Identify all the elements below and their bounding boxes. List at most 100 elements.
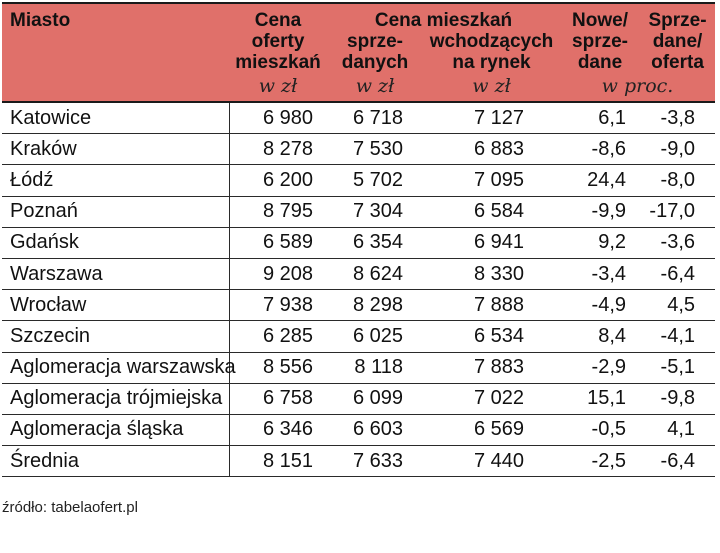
cell-city: Aglomeracja śląska	[2, 414, 230, 447]
cell-sold-offer: -6,4	[640, 258, 716, 291]
header-newsold-line3: dane	[577, 52, 623, 73]
cell-city: Gdańsk	[2, 227, 230, 259]
cell-new-sold: -9,9	[560, 196, 641, 228]
cell-new: 7 888	[423, 289, 561, 322]
unit-new: w zł	[423, 73, 561, 103]
cell-new: 8 330	[423, 258, 561, 291]
table-row: Katowice 6 980 6 718 7 127 6,1 -3,8	[2, 102, 716, 135]
cell-new: 6 534	[423, 320, 561, 353]
cell-sold: 6 025	[327, 320, 423, 353]
unit-pct: w proc.	[560, 73, 716, 103]
cell-city: Aglomeracja warszawska	[2, 352, 236, 384]
cell-sold-offer: -9,8	[640, 383, 716, 415]
header-sold: sprze- danych	[327, 31, 423, 73]
cell-new: 7 883	[423, 352, 561, 384]
cell-city: Wrocław	[2, 289, 230, 322]
cell-sold: 6 603	[327, 414, 423, 447]
cell-city: Katowice	[2, 102, 230, 135]
cell-city: Szczecin	[2, 320, 230, 353]
cell-new-sold: 9,2	[560, 227, 641, 259]
table-row: Kraków 8 278 7 530 6 883 -8,6 -9,0	[2, 133, 716, 166]
cell-sold-offer: 4,5	[640, 289, 716, 322]
cell-new: 6 569	[423, 414, 561, 447]
unit-empty	[2, 73, 229, 103]
header-newsold-line2: sprze-	[572, 31, 628, 52]
cell-city: Kraków	[2, 133, 230, 166]
unit-sold: w zł	[327, 73, 423, 103]
cell-new-sold: 24,4	[560, 164, 641, 197]
table-row: Gdańsk 6 589 6 354 6 941 9,2 -3,6	[2, 227, 716, 259]
cell-sold: 7 530	[327, 133, 423, 166]
header-new-market: wchodzących na rynek	[423, 31, 560, 73]
cell-sold: 8 298	[327, 289, 423, 322]
cell-new: 6 584	[423, 196, 561, 228]
cell-offer: 8 151	[229, 445, 327, 478]
header-offer-line1: Cena	[254, 10, 302, 31]
cell-sold: 6 718	[327, 102, 423, 135]
cell-new: 7 127	[423, 102, 561, 135]
cell-new-sold: -0,5	[560, 414, 641, 447]
cell-new: 7 095	[423, 164, 561, 197]
cell-offer: 8 795	[229, 196, 327, 228]
cell-offer: 6 980	[229, 102, 327, 135]
header-soldoffer-line2: dane/	[652, 31, 703, 52]
cell-sold-offer: -4,1	[640, 320, 716, 353]
cell-sold-offer: -8,0	[640, 164, 716, 197]
cell-sold-offer: 4,1	[640, 414, 716, 447]
cell-new: 6 941	[423, 227, 561, 259]
header-sold-vs-offer: Sprze- dane/ oferta	[640, 3, 715, 73]
cell-new-sold: -2,9	[560, 352, 641, 384]
table-row: Aglomeracja trójmiejska 6 758 6 099 7 02…	[2, 383, 716, 415]
cell-offer: 8 278	[229, 133, 327, 166]
cell-new: 7 440	[423, 445, 561, 478]
cell-city: Warszawa	[2, 258, 230, 291]
table-row: Wrocław 7 938 8 298 7 888 -4,9 4,5	[2, 289, 716, 322]
cell-sold: 7 633	[327, 445, 423, 478]
cell-offer: 6 200	[229, 164, 327, 197]
cell-city: Łódź	[2, 164, 230, 197]
cell-offer: 7 938	[229, 289, 327, 322]
cell-city: Poznań	[2, 196, 230, 228]
cell-new-sold: -3,4	[560, 258, 641, 291]
cell-sold: 6 099	[327, 383, 423, 415]
price-table: Miasto Cena oferty mieszkań Cena mieszka…	[2, 2, 716, 478]
cell-sold: 6 354	[327, 227, 423, 259]
cell-sold: 7 304	[327, 196, 423, 228]
cell-new: 7 022	[423, 383, 561, 415]
header-new-line2: na rynek	[452, 52, 531, 73]
header-newsold-line1: Nowe/	[572, 10, 628, 31]
table-row: Warszawa 9 208 8 624 8 330 -3,4 -6,4	[2, 258, 716, 291]
cell-new-sold: -8,6	[560, 133, 641, 166]
header-group-price: Cena mieszkań	[374, 10, 513, 31]
cell-sold-offer: -3,6	[640, 227, 716, 259]
table-row: Aglomeracja warszawska 8 556 8 118 7 883…	[2, 352, 716, 384]
cell-new-sold: -4,9	[560, 289, 641, 322]
cell-sold: 8 624	[327, 258, 423, 291]
cell-sold-offer: -5,1	[640, 352, 716, 384]
source-note: źródło: tabelaofert.pl	[2, 499, 138, 516]
cell-city: Aglomeracja trójmiejska	[2, 383, 230, 415]
header-soldoffer-line3: oferta	[651, 52, 704, 73]
table-row: Poznań 8 795 7 304 6 584 -9,9 -17,0	[2, 196, 716, 228]
table-row: Średnia 8 151 7 633 7 440 -2,5 -6,4	[2, 445, 716, 478]
cell-offer: 6 589	[229, 227, 327, 259]
header-offer-price: Cena oferty mieszkań	[229, 3, 327, 73]
table-row: Aglomeracja śląska 6 346 6 603 6 569 -0,…	[2, 414, 716, 447]
table-row: Szczecin 6 285 6 025 6 534 8,4 -4,1	[2, 320, 716, 353]
header-offer-line2: oferty	[251, 31, 305, 52]
cell-offer: 9 208	[229, 258, 327, 291]
cell-sold-offer: -3,8	[640, 102, 716, 135]
table-row: Łódź 6 200 5 702 7 095 24,4 -8,0	[2, 164, 716, 197]
cell-new-sold: 8,4	[560, 320, 641, 353]
cell-new: 6 883	[423, 133, 561, 166]
header-new-vs-sold: Nowe/ sprze- dane	[560, 3, 640, 73]
cell-new-sold: 6,1	[560, 102, 641, 135]
header-offer-line3: mieszkań	[235, 52, 321, 73]
cell-sold-offer: -9,0	[640, 133, 716, 166]
cell-offer: 8 556	[229, 352, 327, 384]
cell-sold: 8 118	[327, 352, 423, 384]
cell-offer: 6 346	[229, 414, 327, 447]
header-soldoffer-line1: Sprze-	[648, 10, 707, 31]
header-sold-line2: danych	[341, 52, 409, 73]
